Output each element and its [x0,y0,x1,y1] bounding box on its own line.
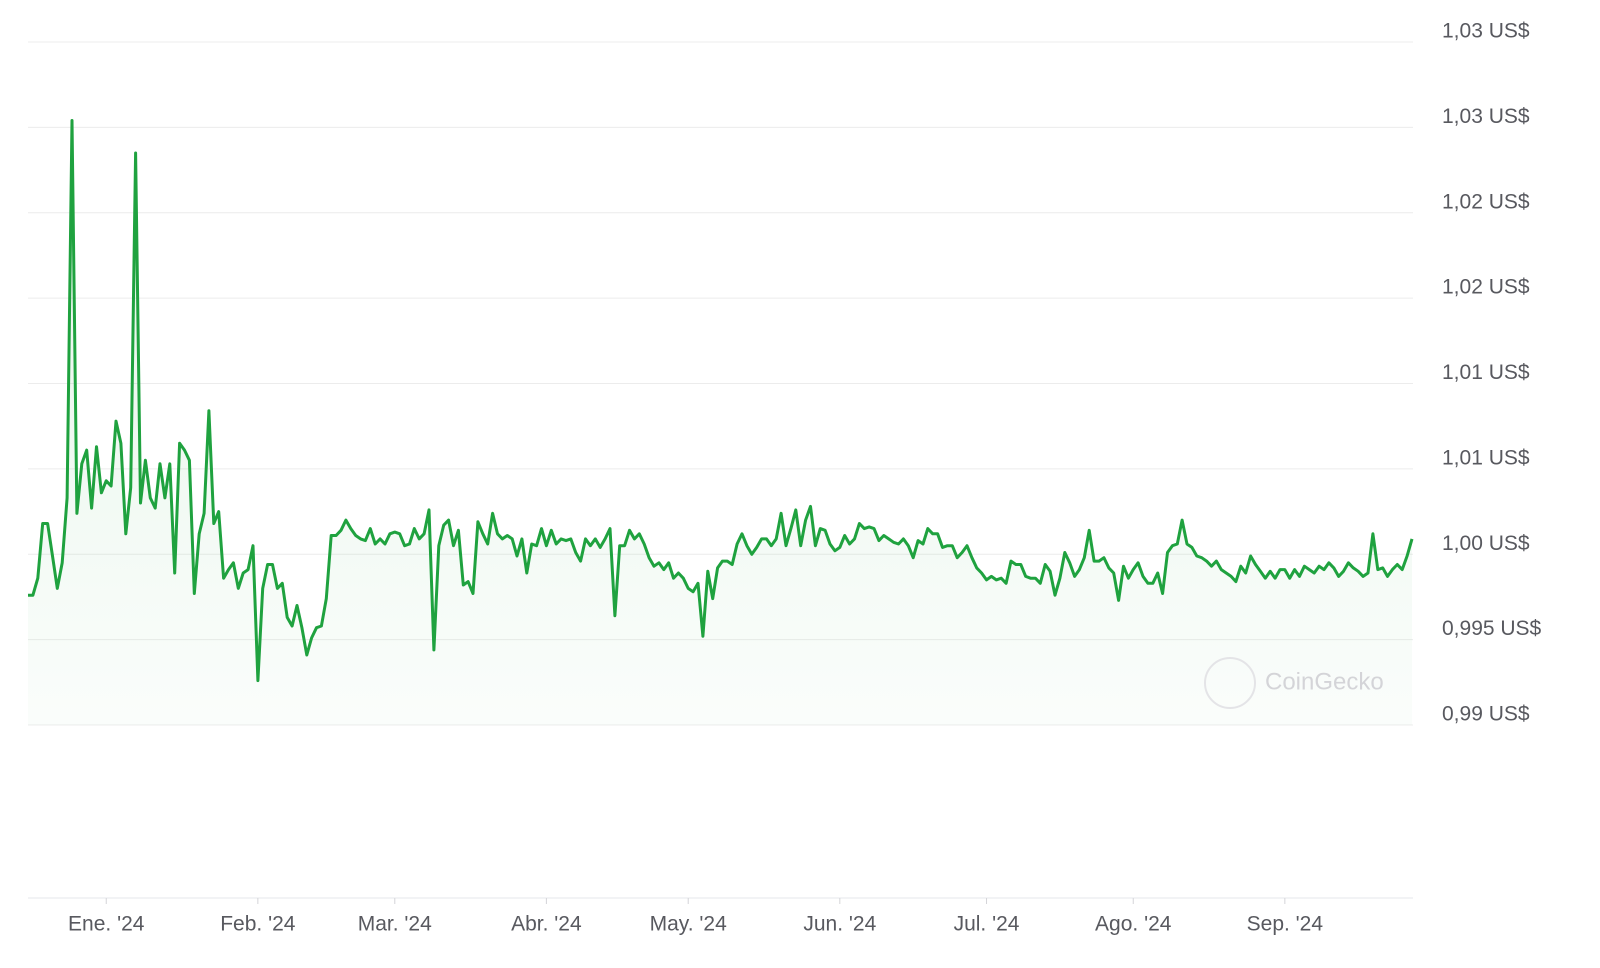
x-tick-label: May. '24 [650,913,727,936]
y-tick-label: 1,02 US$ [1442,190,1530,213]
y-tick-label: 0,995 US$ [1442,617,1542,640]
x-tick-label: Feb. '24 [220,913,296,936]
x-tick-label: Jun. '24 [803,913,876,936]
y-tick-label: 0,99 US$ [1442,703,1530,726]
y-tick-label: 1,02 US$ [1442,276,1530,299]
watermark: CoinGecko [1204,657,1384,709]
x-tick-label: Ene. '24 [68,913,145,936]
x-tick-label: Sep. '24 [1247,913,1324,936]
line-area [28,120,1412,725]
y-tick-label: 1,01 US$ [1442,446,1530,469]
y-tick-label: 1,01 US$ [1442,361,1530,384]
x-tick-label: Mar. '24 [358,913,432,936]
x-tick-label: Ago. '24 [1095,913,1172,936]
y-tick-label: 1,03 US$ [1442,20,1530,43]
price-line [28,119,1414,683]
y-tick-label: 1,03 US$ [1442,105,1530,128]
x-tick-label: Abr. '24 [511,913,582,936]
watermark-text: CoinGecko [1265,668,1384,695]
watermark-logo [1204,657,1256,709]
x-tick-label: Jul. '24 [954,913,1020,936]
y-tick-label: 1,00 US$ [1442,532,1530,555]
